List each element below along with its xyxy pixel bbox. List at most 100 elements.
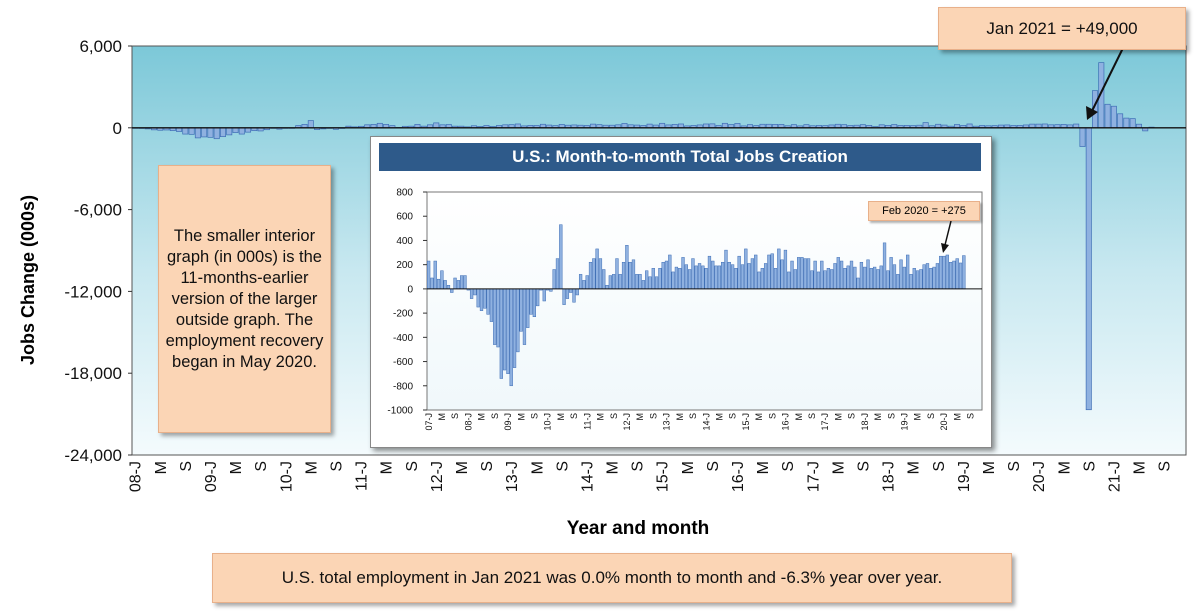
inset-bar [958,262,963,290]
inset-x-tick-label: 15-J [741,413,751,431]
inset-bar [552,269,556,290]
inset-y-tick-label: 400 [396,236,413,247]
main-x-tick-label: S [931,461,948,472]
summary-footer-text: U.S. total employment in Jan 2021 was 0.… [281,568,943,587]
main-x-tick-label: S [1081,461,1098,472]
main-x-tick-label: M [379,461,396,474]
inset-bar [555,258,560,290]
main-x-tick-label: S [479,461,496,472]
inset-bar [717,265,722,290]
inset-bar [658,268,662,290]
inset-x-tick-label: M [754,413,764,421]
main-x-tick-label: 15-J [655,461,672,492]
inset-bar [674,266,679,290]
main-x-tick-label: S [404,461,421,472]
inset-bar [892,264,897,290]
inset-bar [773,268,778,290]
inset-bar [569,288,573,293]
inset-bar [489,288,494,322]
inset-bar [777,248,781,290]
inset-x-tick-label: M [437,413,447,421]
inset-bar [750,258,755,290]
main-bar [433,122,440,129]
inset-bar [869,268,873,290]
inset-bar [602,269,606,290]
inset-x-tick-label: M [635,413,645,421]
inset-bar [902,266,906,290]
main-x-tick-label: M [906,461,923,474]
inset-x-tick-label: S [609,413,619,419]
inset-bar [919,269,923,290]
main-y-tick-label: -12,000 [64,282,122,301]
inset-bar [948,261,953,290]
inset-bar [499,288,503,379]
inset-bar [450,288,454,293]
inset-bar [694,265,698,290]
main-x-tick-label: S [630,461,647,472]
main-x-tick-label: 14-J [579,461,596,492]
inset-x-tick-label: M [913,413,923,421]
inset-bar [744,248,748,290]
inset-x-tick-label: S [886,413,896,419]
inset-plot-area [426,191,983,411]
inset-bar [747,263,751,290]
inset-bar [671,271,675,290]
inset-bar [585,275,589,290]
main-x-tick-label: S [705,461,722,472]
inset-bar [476,288,480,308]
main-bar [1129,118,1136,129]
inset-bar [767,254,771,290]
main-x-tick-label: M [605,461,622,474]
main-bar [213,127,220,140]
inset-x-tick-label: S [648,413,658,419]
inset-bar [598,258,603,290]
inset-y-tick-label: 800 [396,188,413,199]
main-bar [1110,105,1117,129]
inset-bar [721,261,725,290]
main-x-tick-label: 18-J [881,461,898,492]
main-x-tick-label: M [1056,461,1073,474]
main-x-axis-label: Year and month [567,518,710,539]
main-bar [201,127,208,138]
inset-bar [612,274,616,290]
inset-bar [443,280,447,290]
inset-x-tick-label: M [596,413,606,421]
inset-bar [734,268,738,290]
main-x-tick-label: S [1157,461,1174,472]
inset-bar [797,257,801,290]
inset-x-tick-label: 19-J [900,413,910,431]
inset-bar [615,258,619,290]
main-x-tick-label: 19-J [956,461,973,492]
inset-bar [803,258,807,290]
inset-x-tick-label: M [952,413,962,421]
inset-bar [691,258,695,290]
main-x-tick-label: 16-J [730,461,747,492]
inset-bar [559,224,563,290]
inset-bar [915,270,920,290]
main-bar [922,122,929,129]
inset-x-tick-label: M [715,413,725,421]
inset-bar [790,260,794,290]
inset-bar [724,249,728,290]
inset-bar [496,288,500,348]
inset-bar [621,261,626,290]
main-y-tick-label: -24,000 [64,446,122,465]
inset-x-tick-label: S [450,413,460,419]
main-x-tick-label: M [529,461,546,474]
inset-bar [780,259,784,290]
main-x-tick-label: M [981,461,998,474]
inset-bar [678,268,682,290]
main-x-tick-label: M [454,461,471,474]
main-x-tick-label: S [178,461,195,472]
main-bar [238,127,245,135]
inset-bar [813,260,817,290]
inset-bar [440,270,444,290]
feb-2020-callout-text: Feb 2020 = +275 [882,205,966,217]
main-y-tick-label: 6,000 [79,37,122,56]
inset-y-tick-label: -600 [393,357,413,368]
inset-bar [810,270,814,290]
main-x-tick-label: S [328,461,345,472]
main-bar [182,127,189,135]
inset-x-tick-label: 09-J [503,413,513,431]
inset-x-tick-label: S [688,413,698,419]
